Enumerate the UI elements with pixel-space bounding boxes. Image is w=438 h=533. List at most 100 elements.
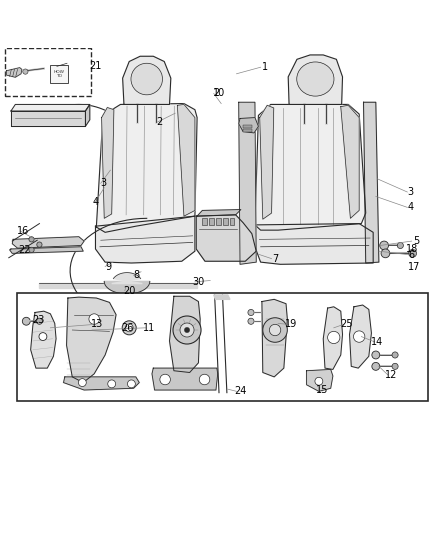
Text: 13: 13 [91,319,103,329]
Bar [17,293,428,401]
Bar [209,218,214,225]
Polygon shape [112,273,142,284]
Polygon shape [364,102,379,263]
Circle shape [248,318,254,324]
Polygon shape [11,111,85,126]
Circle shape [372,362,380,370]
Polygon shape [11,104,90,111]
Text: 2: 2 [214,88,220,99]
Circle shape [127,380,135,388]
Text: 20: 20 [123,286,135,296]
Circle shape [89,314,99,324]
Polygon shape [85,104,90,126]
FancyBboxPatch shape [50,66,68,83]
Bar [202,218,207,225]
Circle shape [108,380,116,388]
Text: 6: 6 [409,249,415,260]
Polygon shape [262,300,287,377]
Ellipse shape [131,63,162,95]
Polygon shape [64,377,139,390]
Text: 14: 14 [371,337,384,347]
Text: 7: 7 [272,254,278,264]
Circle shape [392,352,398,358]
Polygon shape [239,102,256,264]
Text: 25: 25 [341,319,353,329]
Polygon shape [7,68,22,77]
Circle shape [199,374,210,385]
Text: HOW
TO: HOW TO [53,70,65,78]
Circle shape [409,249,417,257]
Polygon shape [288,55,343,104]
Bar [243,129,252,132]
Text: 10: 10 [213,88,225,99]
Circle shape [328,332,340,344]
Circle shape [248,310,254,316]
Text: 26: 26 [121,323,133,333]
Text: 15: 15 [316,385,328,395]
Circle shape [381,249,390,258]
Circle shape [37,242,42,247]
Bar [230,218,234,225]
Text: 4: 4 [408,203,414,212]
Polygon shape [323,307,343,369]
Polygon shape [255,223,373,264]
Circle shape [125,324,133,332]
Text: 3: 3 [408,187,414,197]
Circle shape [78,378,86,386]
Polygon shape [260,106,274,219]
Circle shape [397,243,403,248]
Circle shape [22,317,30,325]
Circle shape [263,318,287,342]
Text: 21: 21 [89,61,102,71]
Polygon shape [197,209,241,216]
Polygon shape [170,296,200,373]
Circle shape [372,351,380,359]
Text: 24: 24 [234,386,246,397]
Circle shape [122,321,136,335]
Polygon shape [95,216,195,263]
Circle shape [23,69,28,74]
Circle shape [269,324,281,336]
Circle shape [160,374,170,385]
Circle shape [36,318,42,324]
Circle shape [180,323,194,337]
Circle shape [29,237,34,242]
Text: 2: 2 [157,117,163,127]
Text: 1: 1 [262,62,268,72]
Bar [243,125,252,128]
Ellipse shape [297,62,334,96]
Text: 23: 23 [32,315,45,325]
Text: 19: 19 [285,319,297,329]
Circle shape [184,327,190,333]
Polygon shape [196,215,256,261]
Polygon shape [67,297,116,383]
Text: 11: 11 [143,323,155,333]
Polygon shape [102,108,114,219]
Text: 12: 12 [385,370,397,379]
Polygon shape [341,106,359,219]
Circle shape [353,331,365,342]
Circle shape [315,377,323,385]
Bar [223,218,228,225]
Polygon shape [177,104,195,216]
Text: 8: 8 [134,270,140,280]
Polygon shape [255,104,366,230]
Text: 4: 4 [92,197,99,207]
Bar [5,49,91,96]
Circle shape [173,316,201,344]
Polygon shape [12,237,84,248]
Polygon shape [239,118,258,133]
Polygon shape [350,305,371,368]
Polygon shape [39,283,197,288]
Polygon shape [104,281,150,294]
Circle shape [29,247,34,253]
Polygon shape [123,56,171,104]
Polygon shape [96,103,197,232]
Text: 17: 17 [408,262,420,271]
Circle shape [392,364,398,369]
Text: 3: 3 [100,178,106,188]
Text: 18: 18 [406,244,418,254]
Polygon shape [307,369,333,391]
Polygon shape [214,295,230,300]
Text: 5: 5 [413,236,419,246]
